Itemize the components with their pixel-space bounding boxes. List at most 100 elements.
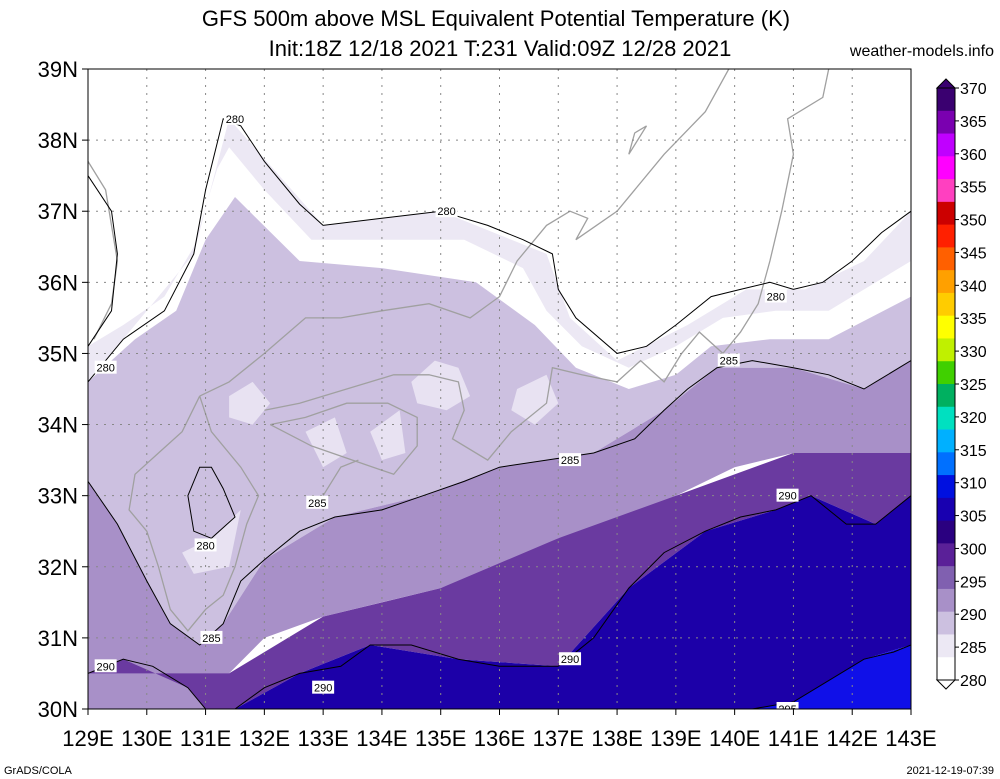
colorbar-label: 300 bbox=[960, 541, 987, 558]
contour-label-2: 280 bbox=[764, 289, 787, 304]
colorbar-swatch bbox=[937, 384, 955, 408]
colorbar-swatch bbox=[937, 270, 955, 294]
colorbar-label: 330 bbox=[960, 344, 987, 361]
y-tick-label: 38N bbox=[38, 128, 78, 153]
contour-label-10: 290 bbox=[312, 680, 335, 695]
x-tick-label: 141E bbox=[768, 726, 819, 751]
contour-label-4: 280 bbox=[194, 538, 217, 552]
contour-280_lines bbox=[88, 118, 911, 383]
colorbar-swatch bbox=[937, 566, 955, 590]
contour-label-text: 295 bbox=[778, 704, 796, 716]
contour-label-bg bbox=[717, 353, 740, 367]
contour-label-0: 280 bbox=[223, 111, 246, 126]
contour-label-text: 290 bbox=[96, 661, 114, 673]
colorbar-swatch bbox=[937, 634, 955, 658]
contour-labels: 280 280 280 280 280 285 285 285 285 290 290 290 290 2… bbox=[94, 111, 799, 716]
y-axis-ticks: 39N 38N 37N 36N 35N 34N 33N 32N 31N 30N bbox=[38, 57, 88, 722]
colorbar-label: 305 bbox=[960, 509, 987, 526]
colorbar-swatch bbox=[937, 179, 955, 203]
x-tick-label: 136E bbox=[474, 726, 525, 751]
coastline-2 bbox=[199, 69, 730, 397]
colorbar-swatch bbox=[937, 315, 955, 339]
contour-label-text: 290 bbox=[314, 683, 332, 695]
colorbar-label: 355 bbox=[960, 180, 987, 197]
contour-label-bg bbox=[312, 680, 335, 694]
colorbar-label: 285 bbox=[960, 640, 987, 657]
shading-band-296-6 bbox=[752, 645, 911, 709]
map-title: GFS 500m above MSL Equivalent Potential … bbox=[201, 6, 791, 31]
contour-label-text: 280 bbox=[196, 540, 214, 552]
contour-label-9: 290 bbox=[94, 659, 117, 673]
coastline-6 bbox=[628, 125, 648, 155]
colorbar-swatch bbox=[937, 88, 955, 112]
colorbar-swatch bbox=[937, 292, 955, 317]
contour-label-11: 290 bbox=[559, 652, 582, 666]
contour-label-text: 280 bbox=[767, 292, 785, 304]
colorbar-label: 325 bbox=[960, 377, 987, 394]
contour-label-1: 280 bbox=[435, 204, 458, 218]
shading-band-292-5 bbox=[235, 495, 911, 709]
colorbar-swatch bbox=[937, 156, 955, 180]
y-tick-label: 31N bbox=[38, 626, 78, 651]
x-tick-label: 138E bbox=[591, 726, 642, 751]
render-timestamp: 2021-12-19-07:39 bbox=[906, 765, 994, 777]
coastline-4 bbox=[269, 402, 418, 476]
colorbar-swatch bbox=[937, 452, 955, 476]
colorbar-swatch bbox=[937, 475, 955, 499]
coastline-1 bbox=[128, 395, 260, 632]
colorbar-label: 370 bbox=[960, 81, 987, 98]
contour-label-bg bbox=[223, 111, 246, 125]
y-tick-label: 36N bbox=[38, 270, 78, 295]
y-tick-label: 30N bbox=[38, 697, 78, 722]
contour-290_bottom bbox=[234, 644, 559, 709]
contour-label-bg bbox=[776, 488, 799, 502]
contour-label-bg bbox=[94, 659, 117, 673]
contour-label-text: 290 bbox=[778, 491, 796, 503]
colorbar-swatch bbox=[937, 588, 955, 613]
contour-label-8: 285 bbox=[200, 630, 223, 645]
colorbar-label: 295 bbox=[960, 574, 987, 591]
contour-label-6: 285 bbox=[559, 453, 582, 467]
shading-highlight-4 bbox=[511, 374, 559, 425]
contour-label-12: 290 bbox=[776, 488, 799, 503]
colorbar-swatch bbox=[937, 133, 955, 157]
x-tick-label: 130E bbox=[121, 726, 172, 751]
contour-label-bg bbox=[200, 630, 223, 644]
contour-label-text: 285 bbox=[308, 498, 326, 510]
contour-label-text: 280 bbox=[96, 363, 114, 375]
colorbar-label: 310 bbox=[960, 476, 987, 493]
x-tick-label: 137E bbox=[533, 726, 584, 751]
coastline-5 bbox=[322, 459, 359, 497]
colorbar-top-arrow bbox=[935, 78, 957, 89]
x-tick-label: 142E bbox=[827, 726, 878, 751]
contour-label-text: 285 bbox=[720, 356, 738, 368]
shading-band-281-1 bbox=[88, 118, 911, 382]
colorbar-label: 340 bbox=[960, 278, 987, 295]
x-tick-label: 129E bbox=[62, 726, 113, 751]
site-credit: weather-models.info bbox=[849, 43, 994, 60]
colorbar-label: 350 bbox=[960, 213, 987, 230]
y-tick-label: 37N bbox=[38, 199, 78, 224]
x-tick-label: 132E bbox=[239, 726, 290, 751]
colorbar-label: 280 bbox=[960, 673, 987, 690]
colorbar-swatch bbox=[937, 429, 955, 453]
contour-label-7: 285 bbox=[717, 353, 740, 368]
colorbar-label: 365 bbox=[960, 114, 987, 131]
contour-label-text: 280 bbox=[437, 206, 455, 218]
contour-label-text: 285 bbox=[202, 633, 220, 645]
x-tick-label: 135E bbox=[415, 726, 466, 751]
colorbar: 370 365 360 355 350 345 340 335 330 325 320 315 310 3… bbox=[935, 78, 987, 690]
x-tick-label: 139E bbox=[650, 726, 701, 751]
shading-highlight-0 bbox=[411, 360, 471, 411]
contour-label-text: 285 bbox=[561, 455, 579, 467]
contour-label-bg bbox=[559, 453, 582, 467]
colorbar-label: 315 bbox=[960, 443, 987, 460]
colorbar-label: 360 bbox=[960, 147, 987, 164]
colorbar-swatch bbox=[937, 110, 955, 135]
contour-label-bg bbox=[94, 360, 117, 374]
y-tick-label: 34N bbox=[38, 413, 78, 438]
contour-280_kyushu bbox=[187, 466, 236, 539]
contour-label-bg bbox=[194, 538, 217, 552]
colorbar-swatch bbox=[937, 201, 955, 226]
